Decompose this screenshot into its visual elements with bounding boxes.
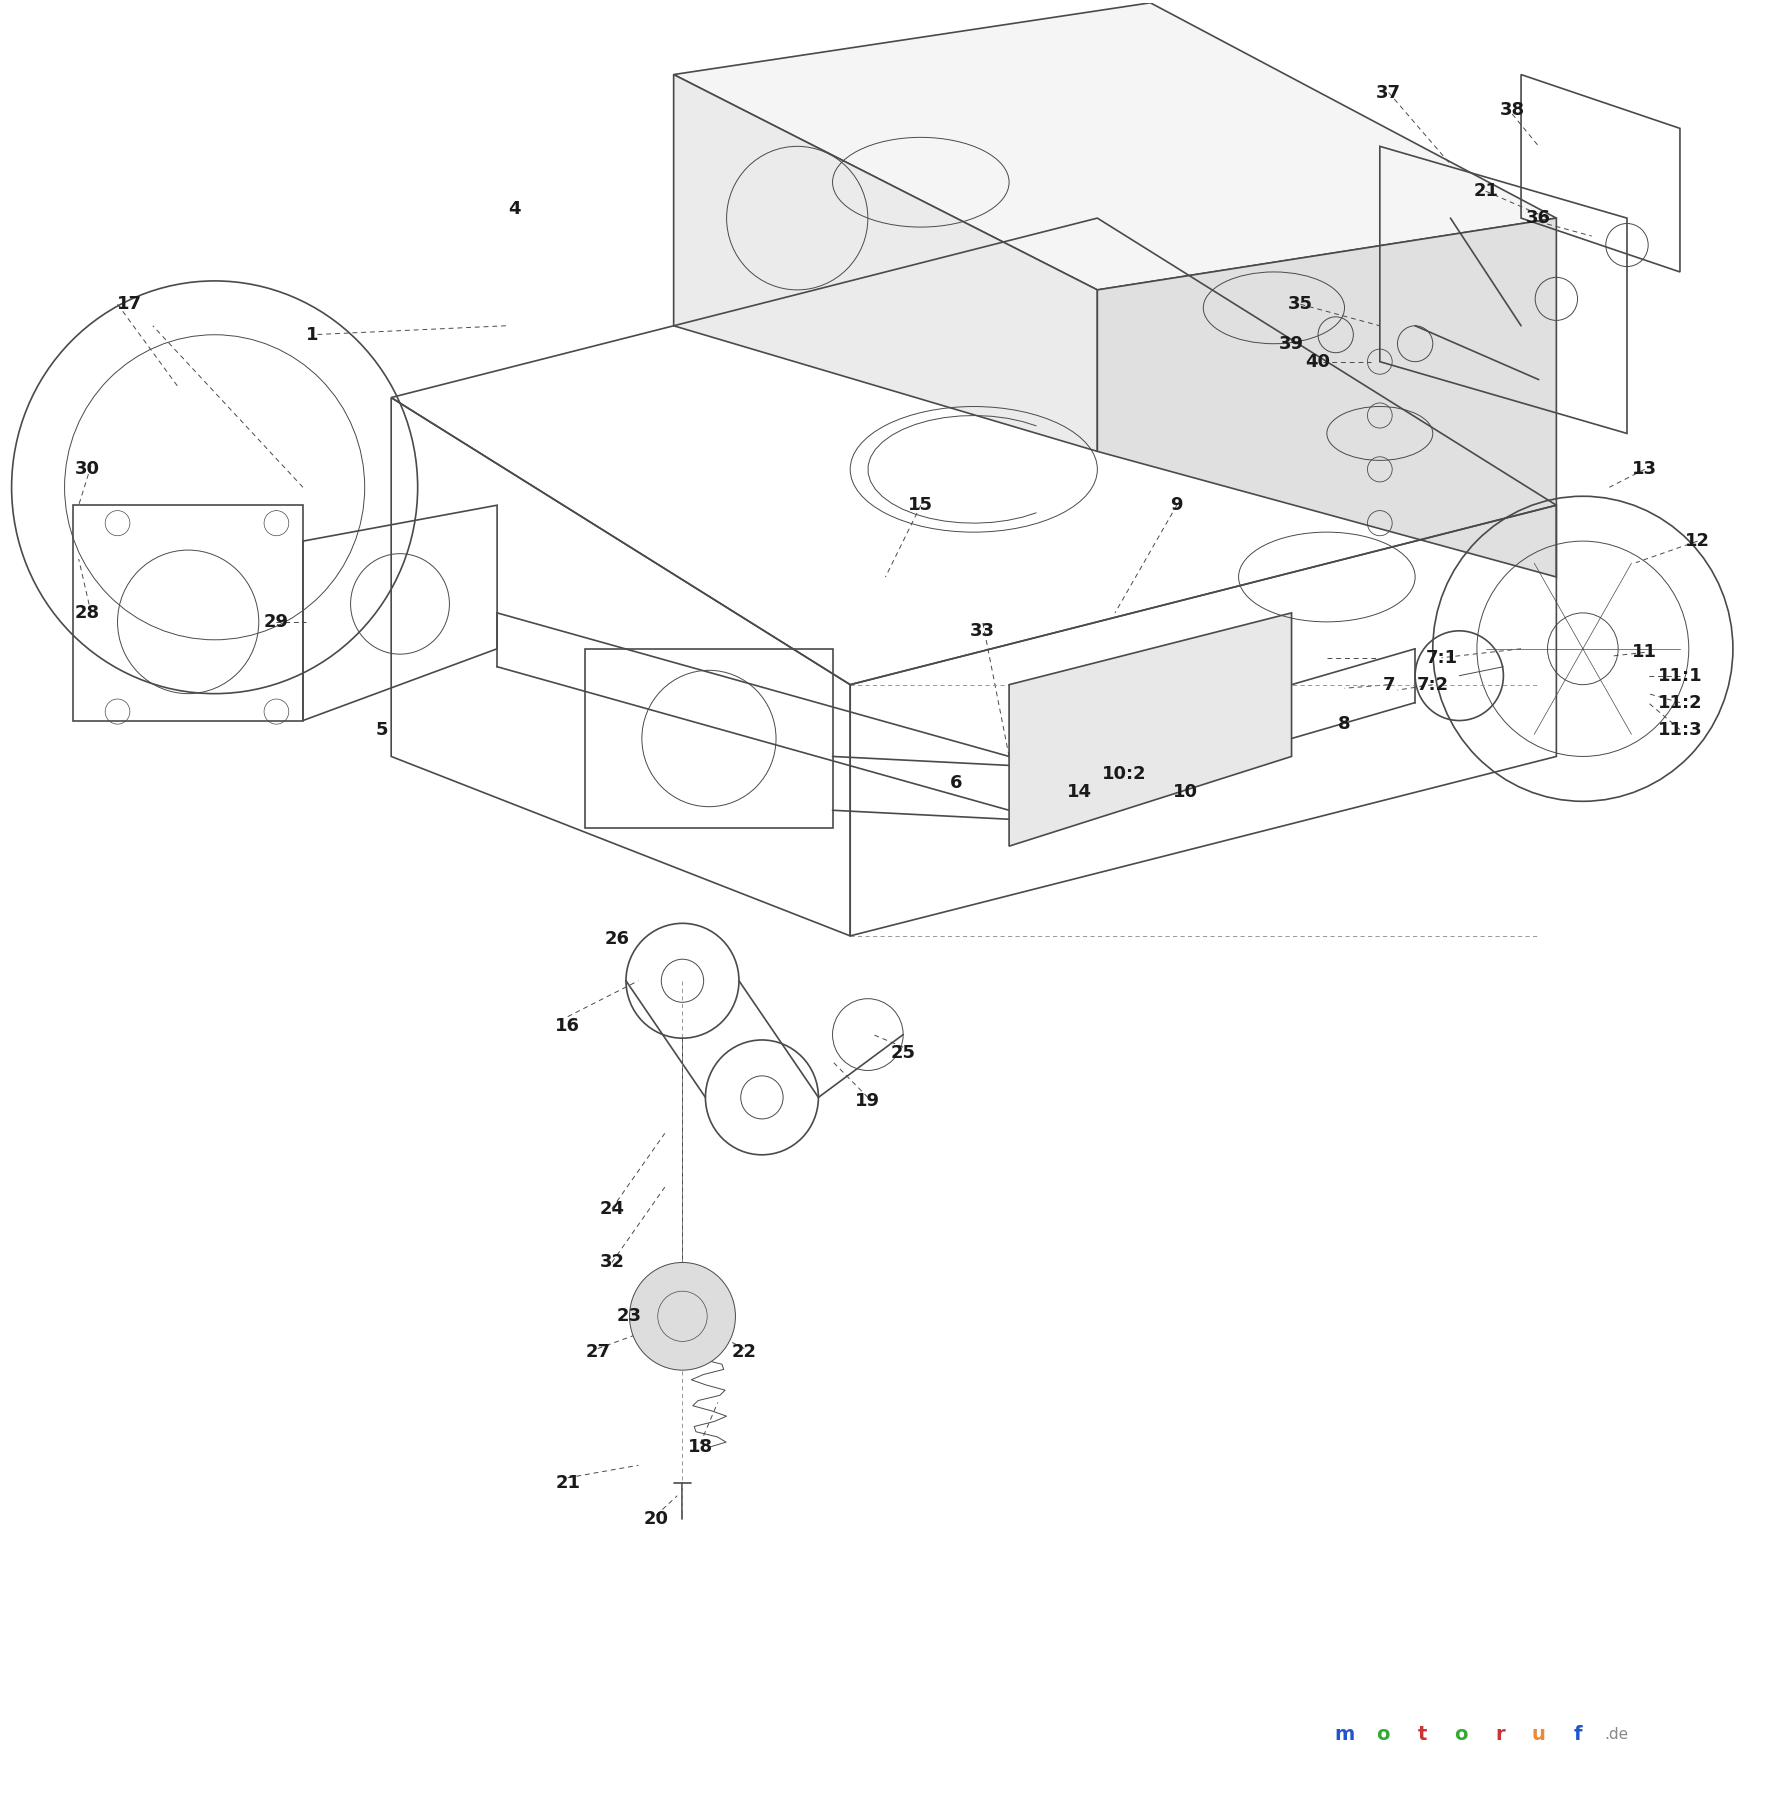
- Text: 17: 17: [117, 295, 142, 313]
- Text: 38: 38: [1500, 101, 1525, 119]
- Text: 23: 23: [616, 1307, 643, 1325]
- Text: 16: 16: [556, 1017, 581, 1035]
- Text: o: o: [1454, 1724, 1468, 1744]
- Text: 11:3: 11:3: [1658, 720, 1702, 738]
- Text: 14: 14: [1068, 783, 1093, 801]
- Polygon shape: [673, 74, 1098, 452]
- Text: 6: 6: [949, 774, 962, 792]
- Text: f: f: [1573, 1724, 1582, 1744]
- Text: 24: 24: [599, 1199, 625, 1217]
- Text: 21: 21: [556, 1474, 581, 1492]
- Text: 5: 5: [375, 720, 388, 738]
- Text: 39: 39: [1279, 335, 1303, 353]
- Text: 30: 30: [74, 461, 99, 479]
- Text: m: m: [1334, 1724, 1355, 1744]
- Text: 40: 40: [1305, 353, 1330, 371]
- Text: 15: 15: [909, 497, 933, 515]
- Text: 20: 20: [643, 1510, 668, 1528]
- Polygon shape: [1009, 612, 1291, 846]
- Text: 12: 12: [1684, 533, 1711, 551]
- Text: r: r: [1495, 1724, 1505, 1744]
- Text: 11:2: 11:2: [1658, 693, 1702, 711]
- Text: 11: 11: [1633, 643, 1658, 661]
- Text: 26: 26: [604, 931, 630, 949]
- Text: 7:1: 7:1: [1426, 648, 1458, 666]
- Text: 33: 33: [971, 621, 995, 639]
- Text: 29: 29: [264, 612, 289, 630]
- Text: 22: 22: [731, 1343, 756, 1361]
- Text: 10: 10: [1172, 783, 1199, 801]
- Text: 1: 1: [305, 326, 319, 344]
- Circle shape: [629, 1262, 735, 1370]
- Text: 19: 19: [855, 1093, 880, 1111]
- Text: 7:2: 7:2: [1417, 675, 1449, 693]
- Text: 21: 21: [1473, 182, 1498, 200]
- Text: 25: 25: [891, 1044, 916, 1062]
- Text: o: o: [1376, 1724, 1390, 1744]
- Text: 37: 37: [1376, 83, 1401, 101]
- Text: 9: 9: [1171, 497, 1183, 515]
- Text: t: t: [1417, 1724, 1427, 1744]
- Text: 28: 28: [74, 603, 101, 621]
- Text: 7: 7: [1383, 675, 1396, 693]
- Polygon shape: [1098, 218, 1557, 578]
- Text: 4: 4: [508, 200, 521, 218]
- Text: 18: 18: [687, 1438, 712, 1456]
- Text: 11:1: 11:1: [1658, 666, 1702, 684]
- Text: 10:2: 10:2: [1102, 765, 1146, 783]
- Text: 8: 8: [1339, 715, 1351, 733]
- Text: 36: 36: [1527, 209, 1551, 227]
- Polygon shape: [673, 4, 1557, 290]
- Text: 27: 27: [584, 1343, 611, 1361]
- Text: u: u: [1532, 1724, 1546, 1744]
- Text: 13: 13: [1633, 461, 1658, 479]
- Text: 32: 32: [599, 1253, 625, 1271]
- Text: .de: .de: [1605, 1726, 1629, 1742]
- Text: 35: 35: [1288, 295, 1312, 313]
